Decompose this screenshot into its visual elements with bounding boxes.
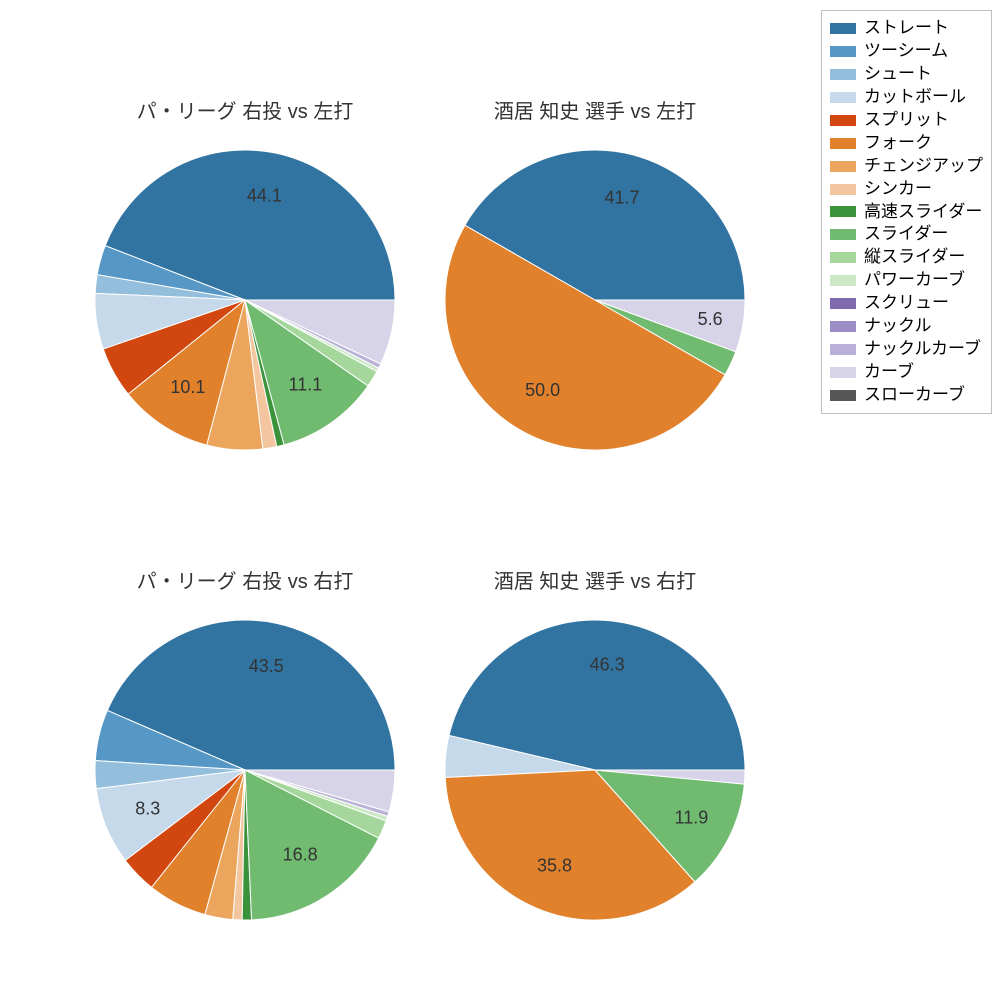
pie-chart: 44.1 10.1 11.1	[55, 110, 435, 490]
legend-item: チェンジアップ	[830, 155, 983, 178]
slice-label: 11.9	[675, 807, 709, 827]
legend-item: パワーカーブ	[830, 269, 983, 292]
legend-item: シュート	[830, 63, 983, 86]
legend: ストレートツーシームシュートカットボールスプリットフォークチェンジアップシンカー…	[821, 10, 992, 414]
legend-swatch	[830, 298, 856, 309]
legend-label: スクリュー	[864, 292, 949, 315]
legend-item: ツーシーム	[830, 40, 983, 63]
legend-item: フォーク	[830, 132, 983, 155]
legend-label: カットボール	[864, 86, 966, 109]
legend-swatch	[830, 206, 856, 217]
legend-label: カーブ	[864, 361, 914, 384]
legend-item: 高速スライダー	[830, 201, 983, 224]
slice-label: 44.1	[247, 186, 282, 206]
legend-swatch	[830, 321, 856, 332]
legend-swatch	[830, 138, 856, 149]
legend-swatch	[830, 252, 856, 263]
legend-item: ストレート	[830, 17, 983, 40]
chart-grid: パ・リーグ 右投 vs 左打44.110.111.1酒居 知史 選手 vs 左打…	[0, 0, 1000, 1000]
legend-label: パワーカーブ	[864, 269, 965, 292]
legend-swatch	[830, 23, 856, 34]
slice-label: 43.5	[249, 656, 284, 676]
legend-label: シンカー	[864, 178, 932, 201]
legend-swatch	[830, 229, 856, 240]
legend-swatch	[830, 161, 856, 172]
legend-label: ツーシーム	[864, 40, 948, 63]
legend-label: 縦スライダー	[864, 246, 965, 269]
legend-item: スプリット	[830, 109, 983, 132]
legend-swatch	[830, 115, 856, 126]
legend-swatch	[830, 92, 856, 103]
legend-swatch	[830, 184, 856, 195]
pie-chart: 41.7 50.0 5.6	[405, 110, 785, 490]
legend-swatch	[830, 275, 856, 286]
slice-label: 8.3	[135, 798, 160, 818]
slice-label: 46.3	[590, 654, 625, 674]
legend-label: ストレート	[864, 17, 949, 40]
legend-label: スライダー	[864, 223, 948, 246]
legend-swatch	[830, 367, 856, 378]
legend-item: ナックル	[830, 315, 983, 338]
legend-swatch	[830, 46, 856, 57]
pie-chart: 43.5 8.3 16.8	[55, 580, 435, 960]
slice-label: 10.1	[170, 377, 205, 397]
legend-item: カーブ	[830, 361, 983, 384]
legend-label: ナックル	[864, 315, 932, 338]
pie-chart: 46.3 35.8 11.9	[405, 580, 785, 960]
legend-swatch	[830, 344, 856, 355]
legend-label: スローカーブ	[864, 384, 965, 407]
legend-label: スプリット	[864, 109, 949, 132]
slice-label: 16.8	[283, 845, 318, 865]
legend-item: ナックルカーブ	[830, 338, 983, 361]
legend-item: スクリュー	[830, 292, 983, 315]
legend-label: 高速スライダー	[864, 201, 982, 224]
legend-label: チェンジアップ	[864, 155, 983, 178]
slice-label: 5.6	[698, 309, 723, 329]
legend-swatch	[830, 390, 856, 401]
slice-label: 41.7	[605, 187, 640, 207]
slice-label: 11.1	[289, 375, 323, 395]
legend-item: シンカー	[830, 178, 983, 201]
legend-swatch	[830, 69, 856, 80]
legend-label: フォーク	[864, 132, 932, 155]
legend-item: スライダー	[830, 223, 983, 246]
legend-item: 縦スライダー	[830, 246, 983, 269]
legend-label: シュート	[864, 63, 932, 86]
slice-label: 50.0	[525, 380, 560, 400]
legend-item: カットボール	[830, 86, 983, 109]
legend-item: スローカーブ	[830, 384, 983, 407]
slice-label: 35.8	[537, 856, 572, 876]
legend-label: ナックルカーブ	[864, 338, 981, 361]
